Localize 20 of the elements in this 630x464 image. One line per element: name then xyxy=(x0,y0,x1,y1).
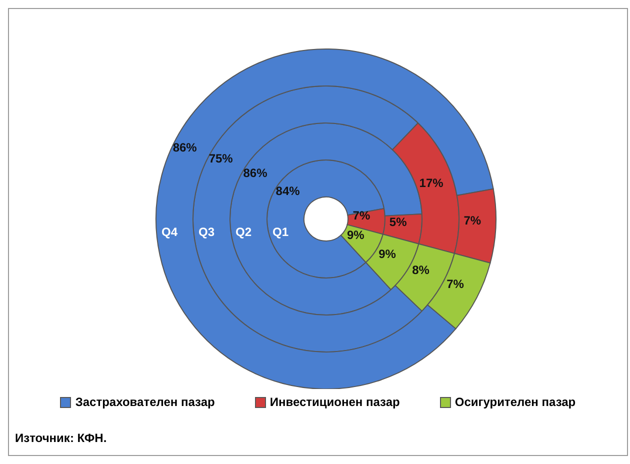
slice-label: Q1 xyxy=(272,225,289,239)
data-label: 7% xyxy=(352,208,370,223)
data-label: 86% xyxy=(243,166,268,180)
data-label: 9% xyxy=(346,228,365,242)
legend-label: Инвестиционен пазар xyxy=(270,395,400,409)
data-label: 84% xyxy=(276,184,300,198)
data-label: 7% xyxy=(464,213,482,228)
data-label: 5% xyxy=(389,215,408,230)
legend-label: Осигурителен пазар xyxy=(454,395,576,409)
data-label: 17% xyxy=(419,176,444,190)
data-label: 9% xyxy=(378,247,396,262)
data-label: 7% xyxy=(446,277,464,292)
slice-label: Q4 xyxy=(161,225,178,239)
slice-label: Q2 xyxy=(235,225,252,239)
data-label: 75% xyxy=(208,151,234,166)
legend-label: Застрахователен пазар xyxy=(75,395,215,409)
text: Източник: КФН. xyxy=(15,431,108,445)
data-label: 86% xyxy=(172,140,198,155)
data-label: 8% xyxy=(412,263,430,278)
slice-label: Q3 xyxy=(198,225,215,239)
